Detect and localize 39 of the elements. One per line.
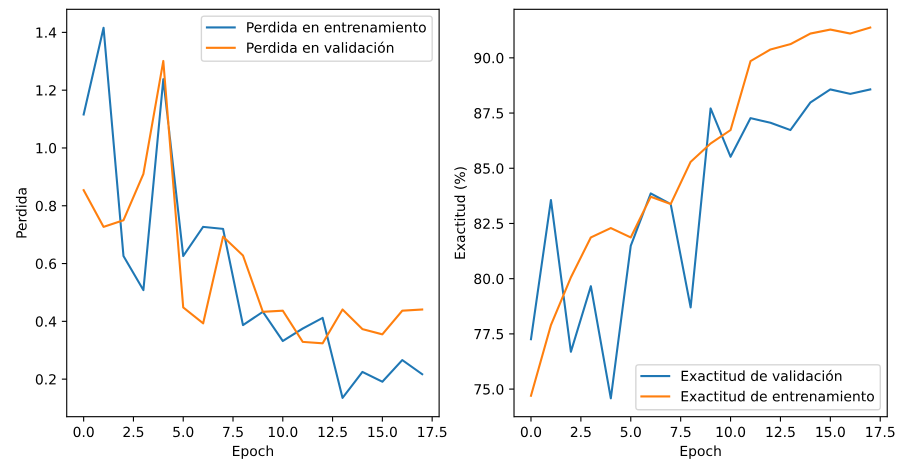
legend-label: Perdida en entrenamiento [247, 22, 426, 33]
y-tick-label: 82.5 [474, 218, 504, 229]
x-tick-label: 2.5 [123, 426, 144, 438]
x-tick-label: 0.0 [74, 426, 94, 438]
y-axis-title: Perdida [16, 188, 27, 238]
x-tick-label: 12.5 [318, 426, 347, 438]
y-tick-label: 90.0 [474, 52, 504, 64]
y-tick-label: 1.4 [36, 28, 56, 38]
x-axis-title: Epoch [233, 445, 274, 459]
y-tick-label: 85.0 [474, 163, 504, 174]
x-tick-label: 7.5 [670, 426, 690, 438]
line-series [82, 60, 424, 344]
legend-label: Perdida en validación [247, 42, 394, 53]
x-tick-label: 17.5 [418, 426, 446, 438]
y-tick-label: 77.5 [474, 329, 504, 340]
y-tick-label: 1.2 [36, 85, 56, 96]
y-tick-label: 75.0 [474, 384, 504, 395]
x-tick-label: 5.0 [620, 426, 641, 438]
x-tick-label: 17.5 [866, 426, 894, 438]
x-tick-label: 15.0 [368, 426, 397, 438]
y-axis-title: Exactitud (%) [454, 167, 467, 259]
x-tick-label: 12.5 [766, 426, 795, 438]
y-tick-label: 0.4 [36, 316, 56, 327]
y-tick-label: 0.8 [36, 200, 56, 212]
x-tick-label: 10.0 [716, 426, 746, 438]
legend-label: Exactitud de entrenamiento [682, 390, 874, 402]
x-tick-label: 10.0 [268, 426, 298, 438]
y-tick-label: 87.5 [474, 108, 504, 119]
x-tick-label: 15.0 [816, 426, 845, 438]
x-tick-label: 0.0 [520, 426, 542, 438]
legend-label: Exactitud de validación [682, 370, 842, 382]
x-axis-title: Epoch [680, 445, 721, 459]
y-tick-label: 0.2 [36, 374, 56, 385]
x-tick-label: 7.5 [223, 426, 243, 438]
y-tick-label: 1.0 [36, 142, 56, 154]
y-tick-label: 0.6 [36, 258, 56, 270]
y-tick-label: 80.0 [474, 274, 504, 284]
x-tick-label: 5.0 [173, 426, 194, 438]
x-tick-label: 2.5 [570, 426, 591, 438]
